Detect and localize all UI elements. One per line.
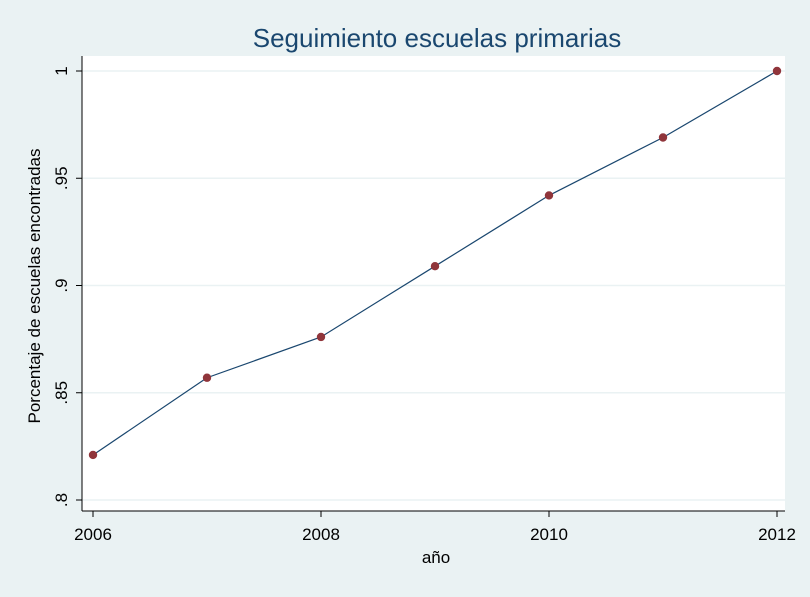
- y-tick-label: .95: [52, 166, 71, 190]
- x-tick-label: 2006: [74, 525, 112, 544]
- x-tick-label: 2008: [302, 525, 340, 544]
- axes: .8 .85 .9 .95 1 2006 2008 2010 2012: [52, 56, 796, 544]
- data-point: [658, 133, 668, 142]
- x-tick-label: 2012: [758, 525, 796, 544]
- plot-area: [82, 56, 785, 511]
- gridlines: [82, 70, 785, 501]
- x-tick-label: 2010: [530, 525, 568, 544]
- data-point: [88, 450, 98, 460]
- y-axis-label: Porcentaje de escuelas encontradas: [25, 148, 44, 423]
- data-point: [430, 261, 440, 271]
- y-tick-label: .85: [52, 381, 71, 405]
- data-point: [316, 332, 326, 342]
- x-axis-label: año: [422, 548, 450, 567]
- y-tick-label: .8: [52, 493, 71, 507]
- data-point: [202, 373, 212, 382]
- y-tick-label: .9: [52, 278, 71, 292]
- chart-title: Seguimiento escuelas primarias: [253, 23, 622, 53]
- series-layer: [88, 66, 782, 460]
- data-point: [772, 66, 782, 76]
- y-tick-label: 1: [52, 66, 71, 75]
- data-point: [544, 191, 554, 200]
